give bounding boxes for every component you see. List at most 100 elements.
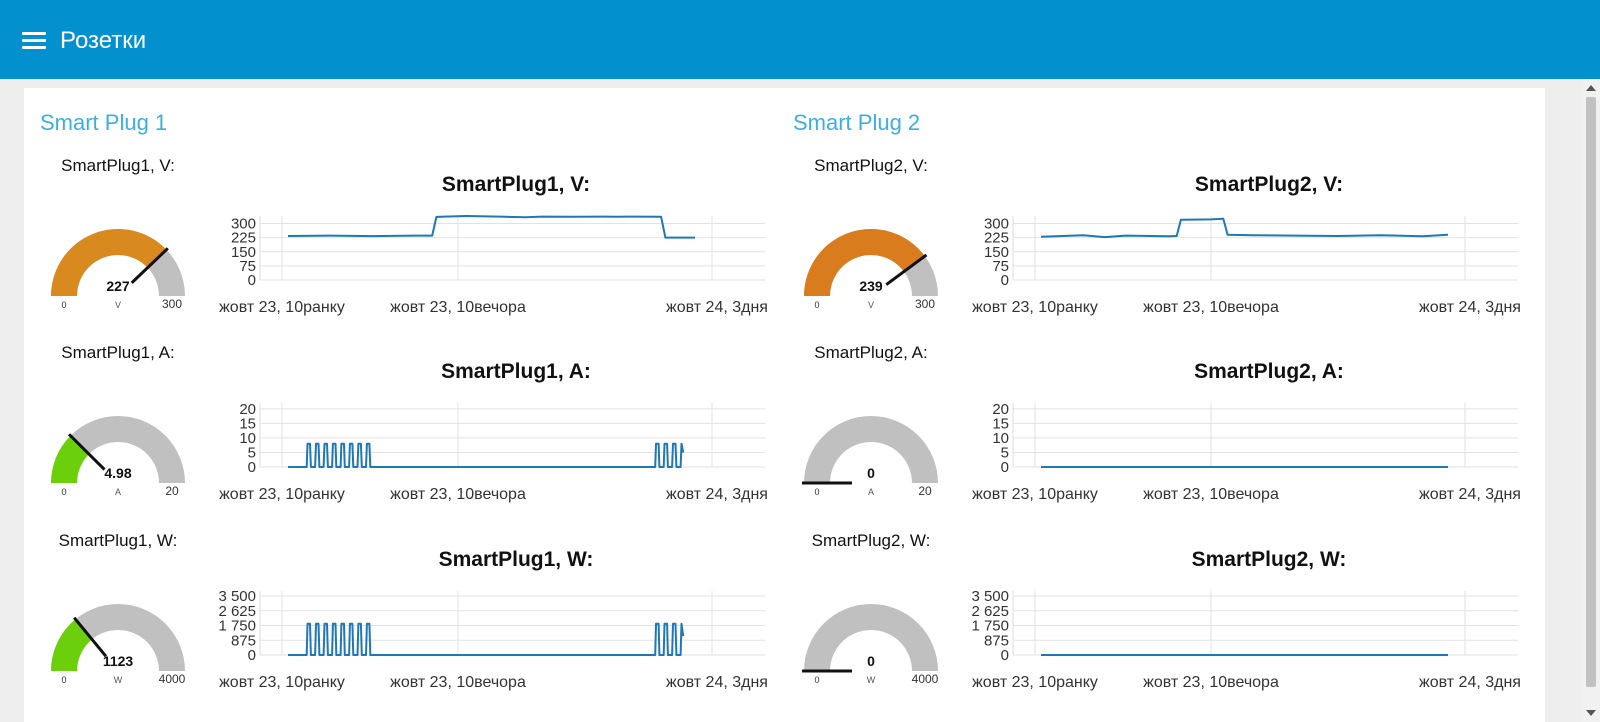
series-line [1040, 217, 1449, 239]
x-tick-label: жовт 23, 10ранку [972, 674, 1098, 691]
y-tick-label: 225 [231, 230, 256, 247]
y-tick-label: 0 [248, 459, 256, 476]
chart-title: SmartPlug2, A: [1194, 360, 1344, 383]
gauge: 239 V 0 300 [804, 228, 938, 311]
chart-title: SmartPlug2, V: [1194, 173, 1344, 196]
y-tick-label: 5 [248, 444, 256, 461]
gauge-fill [51, 435, 89, 483]
gauge: 1123 W 0 4000 [51, 604, 186, 686]
scroll-up-arrow-icon[interactable] [1586, 85, 1596, 91]
x-tick-label: жовт 23, 10вечора [1143, 674, 1279, 691]
gauge-min: 0 [61, 300, 66, 310]
y-tick-label: 10 [239, 430, 256, 447]
gauge-max: 20 [165, 484, 179, 498]
x-tick-label: жовт 24, 3дня [666, 486, 768, 503]
gauge-unit: A [115, 487, 121, 497]
gauge-min: 0 [814, 300, 819, 310]
x-tick-label: жовт 23, 10ранку [219, 299, 345, 316]
chart-title: SmartPlug1, V: [441, 173, 591, 196]
gauge-fill [51, 229, 167, 296]
gauge-unit: W [114, 675, 123, 685]
dashboard-content: Smart Plug 1 SmartPlug1, V: 227 V 0 300 Smart… [0, 79, 1582, 722]
gauge-track [51, 416, 185, 483]
hamburger-menu-icon[interactable] [22, 32, 46, 52]
x-tick-label: жовт 23, 10вечора [1143, 299, 1279, 316]
x-tick-label: жовт 23, 10ранку [972, 486, 1098, 503]
group-title: Smart Plug 2 [793, 110, 921, 135]
y-tick-label: 75 [239, 258, 256, 275]
gauge-fill [804, 228, 925, 296]
gauge-value: 227 [106, 278, 130, 294]
y-tick-label: 0 [248, 647, 256, 664]
y-tick-label: 20 [239, 401, 256, 418]
y-tick-label: 150 [984, 244, 1009, 261]
chart-title: SmartPlug1, A: [441, 360, 591, 383]
gauge-unit: A [868, 487, 874, 497]
y-tick-label: 20 [992, 401, 1009, 418]
y-tick-label: 1 750 [971, 618, 1009, 635]
gauge-label: SmartPlug1, W: [58, 531, 178, 550]
gauge-min: 0 [814, 487, 819, 497]
gauge-track [804, 604, 938, 671]
scroll-down-arrow-icon[interactable] [1586, 710, 1596, 716]
gauge-label: SmartPlug2, A: [814, 343, 928, 362]
gauge-min: 0 [61, 675, 66, 685]
group-smart-plug-2: Smart Plug 2 SmartPlug2, V: 239 V 0 300 Smart… [777, 88, 1545, 722]
x-tick-label: жовт 23, 10ранку [972, 299, 1098, 316]
y-tick-label: 15 [992, 415, 1009, 432]
gauge-label: SmartPlug2, W: [811, 531, 931, 550]
gauge-value: 4.98 [104, 465, 131, 481]
chart-title: SmartPlug2, W: [1191, 548, 1347, 571]
gauge-fill [51, 619, 92, 671]
series-line [288, 622, 685, 656]
scrollbar-thumb[interactable] [1586, 97, 1596, 687]
group-title: Smart Plug 1 [40, 110, 168, 135]
gauge-unit: V [868, 300, 874, 310]
gauge-track [51, 604, 185, 671]
y-tick-label: 3 500 [971, 588, 1009, 605]
y-tick-label: 75 [992, 258, 1009, 275]
gauge-max: 4000 [159, 672, 186, 686]
gauge-unit: W [867, 675, 876, 685]
gauge-max: 300 [915, 297, 935, 311]
y-tick-label: 150 [231, 244, 256, 261]
x-tick-label: жовт 23, 10вечора [390, 674, 526, 691]
gauge-unit: V [115, 300, 121, 310]
x-tick-label: жовт 23, 10ранку [219, 486, 345, 503]
y-tick-label: 225 [984, 230, 1009, 247]
gauge-min: 0 [814, 675, 819, 685]
chart-title: SmartPlug1, W: [438, 548, 594, 571]
x-tick-label: жовт 24, 3дня [666, 674, 768, 691]
gauge: 0 A 0 20 [802, 416, 938, 498]
gauge-max: 300 [162, 297, 182, 311]
y-tick-label: 0 [1001, 272, 1009, 289]
y-tick-label: 0 [1001, 459, 1009, 476]
x-tick-label: жовт 23, 10вечора [390, 299, 526, 316]
x-tick-label: жовт 24, 3дня [1419, 299, 1521, 316]
y-tick-label: 10 [992, 430, 1009, 447]
gauge-value: 239 [859, 278, 883, 294]
y-tick-label: 875 [984, 632, 1009, 649]
y-tick-label: 0 [1001, 647, 1009, 664]
group-smart-plug-1: Smart Plug 1 SmartPlug1, V: 227 V 0 300 Smart… [24, 88, 792, 722]
x-tick-label: жовт 23, 10вечора [390, 486, 526, 503]
vertical-scrollbar[interactable] [1582, 79, 1600, 722]
gauge: 4.98 A 0 20 [51, 416, 185, 498]
gauge-label: SmartPlug1, V: [61, 156, 175, 175]
x-tick-label: жовт 24, 3дня [1419, 486, 1521, 503]
gauge-track [804, 416, 938, 483]
series-line [288, 442, 685, 468]
x-tick-label: жовт 24, 3дня [1419, 674, 1521, 691]
page-title: Розетки [60, 27, 147, 54]
x-tick-label: жовт 23, 10вечора [1143, 486, 1279, 503]
gauge-value: 1123 [103, 653, 134, 669]
series-line [287, 215, 695, 239]
y-tick-label: 3 500 [218, 588, 256, 605]
y-tick-label: 1 750 [218, 618, 256, 635]
gauge-label: SmartPlug2, V: [814, 156, 928, 175]
